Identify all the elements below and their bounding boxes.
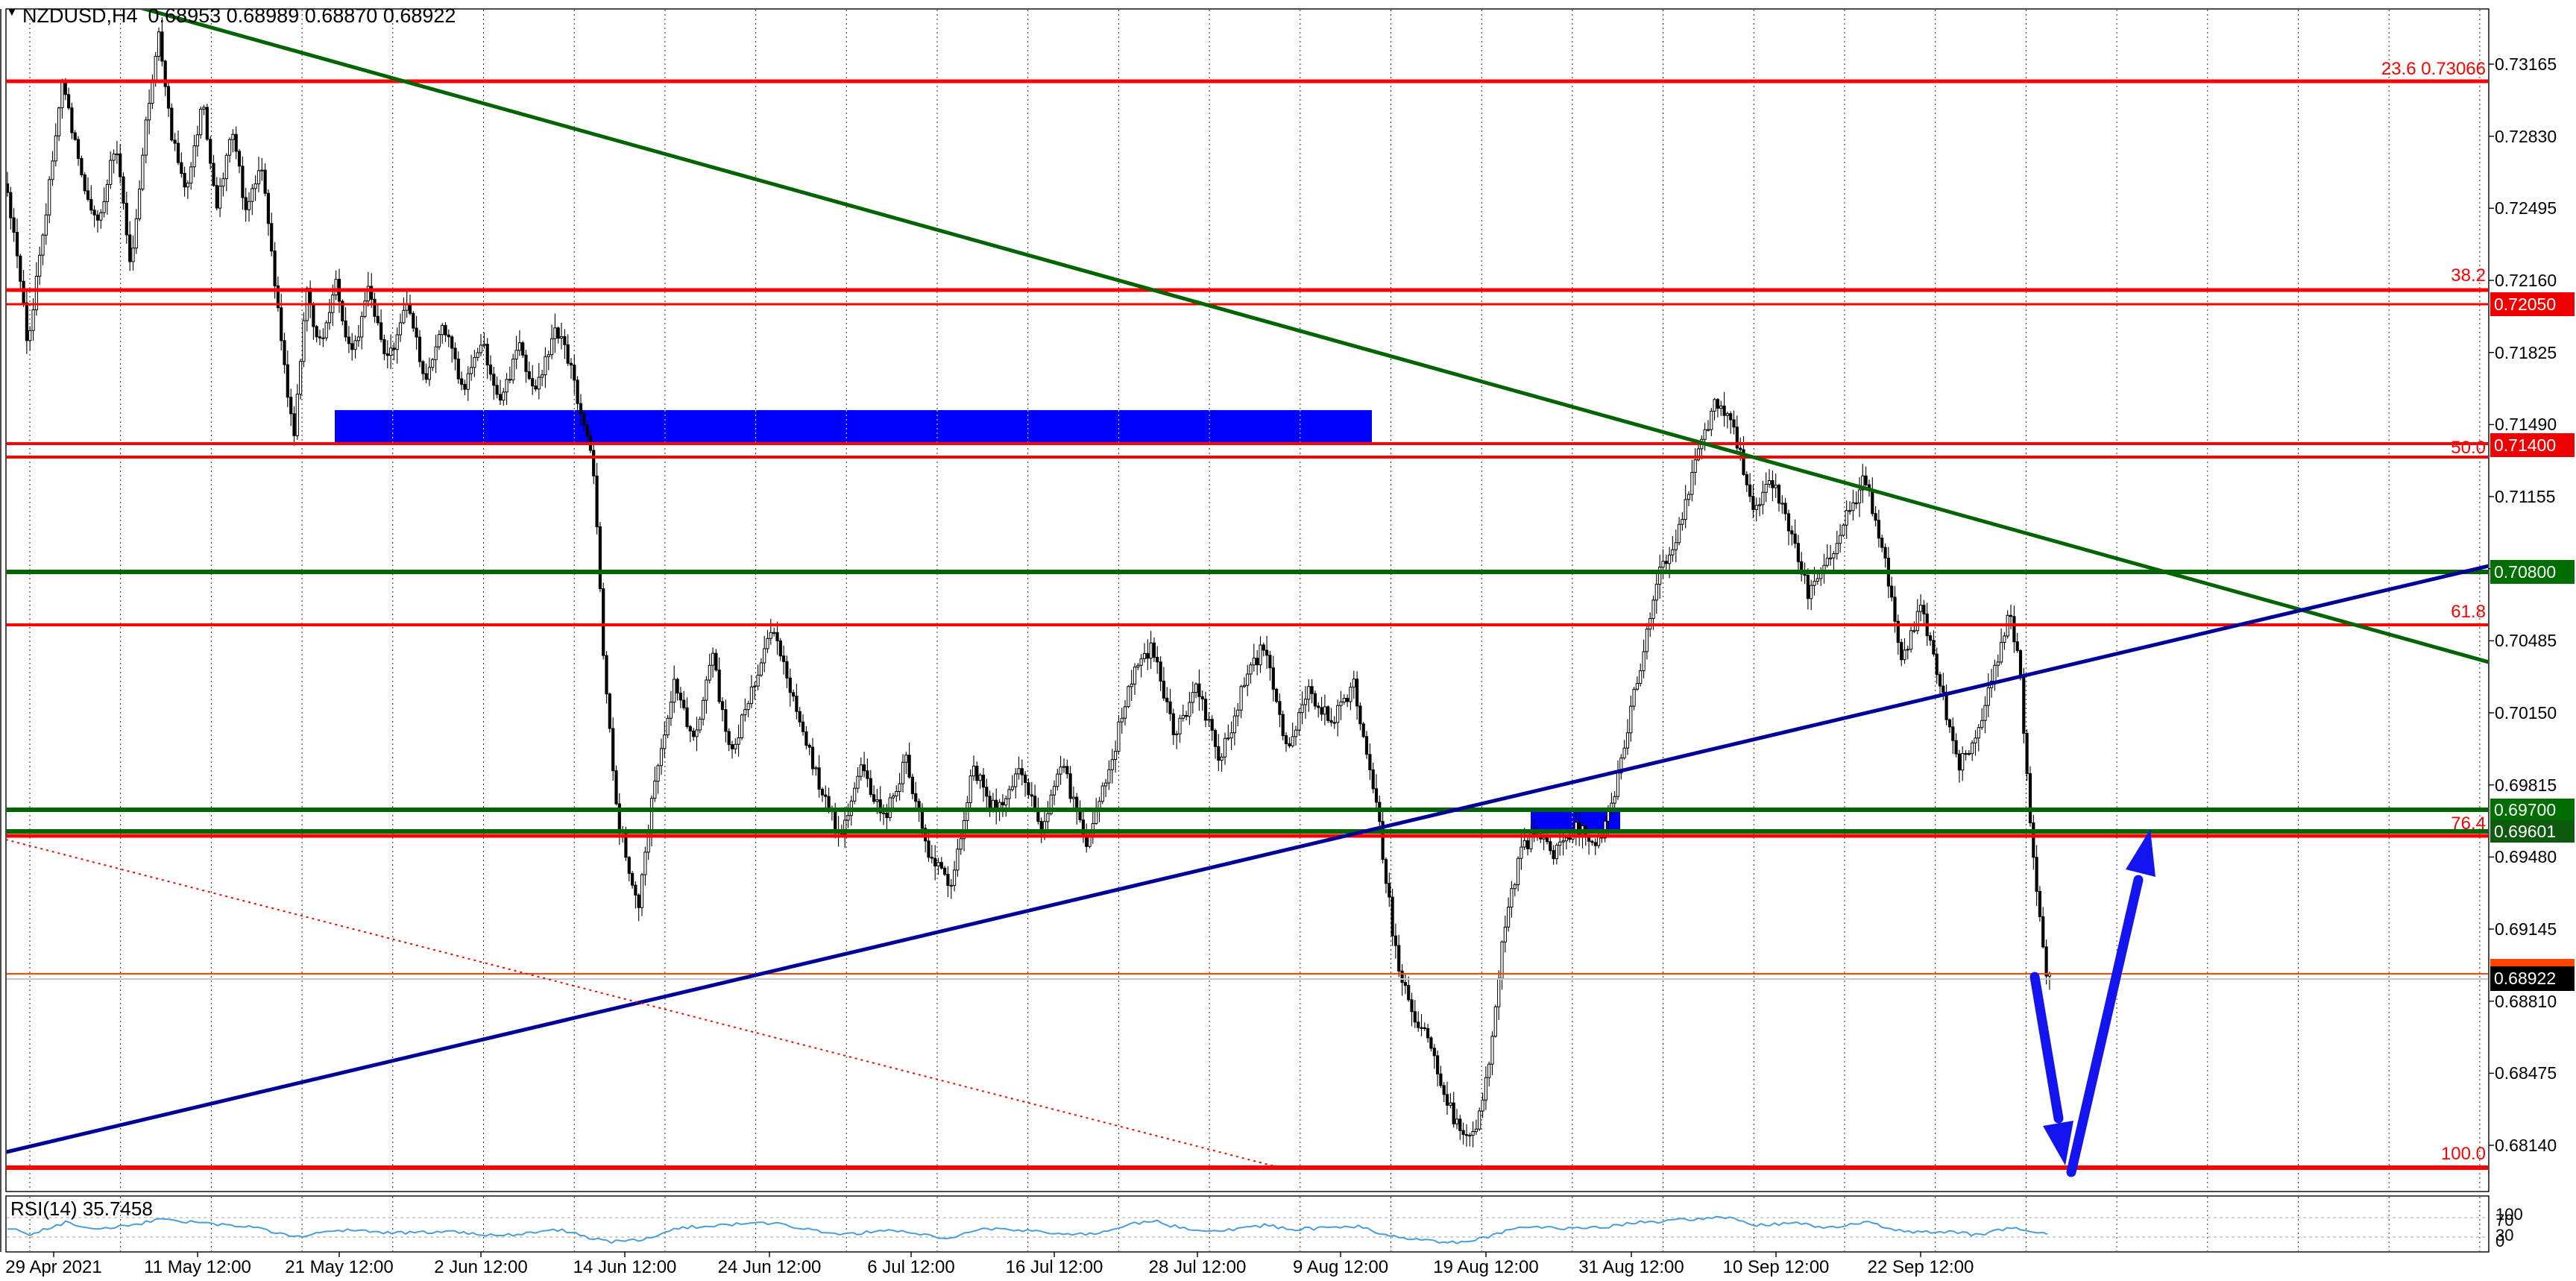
fibonacci-level-label: 100.0 <box>2440 1144 2486 1164</box>
time-axis-label: 14 Jun 12:00 <box>573 1257 677 1277</box>
price-axis-label: 0.69815 <box>2495 775 2557 795</box>
price-axis-label: 0.69145 <box>2495 919 2557 939</box>
time-axis-label: 19 Aug 12:00 <box>1433 1257 1539 1277</box>
price-axis-label: 0.71155 <box>2495 487 2556 507</box>
price-axis-label: 0.70150 <box>2495 703 2557 723</box>
price-axis-label: 0.68475 <box>2495 1063 2557 1083</box>
price-axis-label: 0.68810 <box>2495 991 2557 1011</box>
fibonacci-level-label: 76.4 <box>2451 813 2486 834</box>
time-axis-label: 2 Jun 12:00 <box>434 1257 528 1277</box>
price-level-box: 0.68922 <box>2490 966 2575 991</box>
ohlc-values: 0.68953 0.68989 0.68870 0.68922 <box>148 4 456 27</box>
price-axis-label: 0.69480 <box>2495 847 2557 867</box>
time-axis-label: 31 Aug 12:00 <box>1578 1257 1684 1277</box>
rsi-indicator-label: RSI(14) 35.7458 <box>10 1197 153 1220</box>
price-axis-label: 0.68140 <box>2495 1136 2557 1156</box>
time-axis-label: 9 Aug 12:00 <box>1292 1257 1389 1277</box>
price-level-box: 0.69601 <box>2490 820 2575 843</box>
panel-borders <box>0 8 2490 1253</box>
time-axis-label: 22 Sep 12:00 <box>1867 1257 1974 1277</box>
grid-on-zone-dashes <box>392 410 1573 831</box>
fibonacci-level-label: 38.2 <box>2451 265 2486 286</box>
time-axis-label: 28 Jul 12:00 <box>1148 1257 1247 1277</box>
time-axis-label: 11 May 12:00 <box>144 1257 251 1277</box>
price-axis-label: 0.71490 <box>2495 415 2557 435</box>
time-axis-label: 10 Sep 12:00 <box>1722 1257 1830 1277</box>
axis-ticks <box>53 63 2494 1257</box>
price-axis-label: 0.72830 <box>2495 126 2557 146</box>
rsi-scale-label: 100 <box>2495 1205 2523 1224</box>
fibonacci-level-label: 50.0 <box>2451 438 2486 458</box>
forecast-arrows <box>2029 829 2155 1177</box>
fibonacci-level-label: 61.8 <box>2451 602 2486 622</box>
price-axis-label: 0.73165 <box>2495 54 2557 74</box>
symbol-timeframe-label: NZDUSD,H4 <box>22 4 138 27</box>
price-axis-label: 0.71825 <box>2495 342 2557 362</box>
supply-demand-zones <box>335 410 1620 831</box>
time-axis-label: 24 Jun 12:00 <box>717 1257 822 1277</box>
price-level-box: 0.69700 <box>2490 799 2575 821</box>
time-axis-label: 16 Jul 12:00 <box>1005 1257 1103 1277</box>
chart-title: NZDUSD,H4 0.68953 0.68989 0.68870 0.68922 <box>22 4 466 28</box>
trendlines <box>7 10 2488 1168</box>
price-axis-label: 0.72160 <box>2495 271 2557 290</box>
price-level-box: 0.72050 <box>2490 292 2575 316</box>
symbol-dropdown-icon[interactable]: ▼ <box>6 6 18 19</box>
time-axis-label: 6 Jul 12:00 <box>867 1257 955 1277</box>
rsi-scale-label: 30 <box>2495 1226 2514 1244</box>
rsi-scale-label: 0 <box>2495 1232 2505 1250</box>
price-axis-label: 0.70485 <box>2495 631 2557 651</box>
price-level-box: 0.71400 <box>2490 433 2575 457</box>
rsi-line <box>7 1215 2048 1244</box>
price-axis-label: 0.72495 <box>2495 198 2557 218</box>
rsi-scale-label: 70 <box>2495 1211 2514 1230</box>
candlesticks <box>7 17 2051 1148</box>
time-axis-label: 21 May 12:00 <box>285 1257 394 1277</box>
fibonacci-level-label: 23.6 0.73066 <box>2381 59 2486 79</box>
price-level-box: 0.70800 <box>2490 560 2575 584</box>
time-axis-label: 29 Apr 2021 <box>5 1257 102 1277</box>
